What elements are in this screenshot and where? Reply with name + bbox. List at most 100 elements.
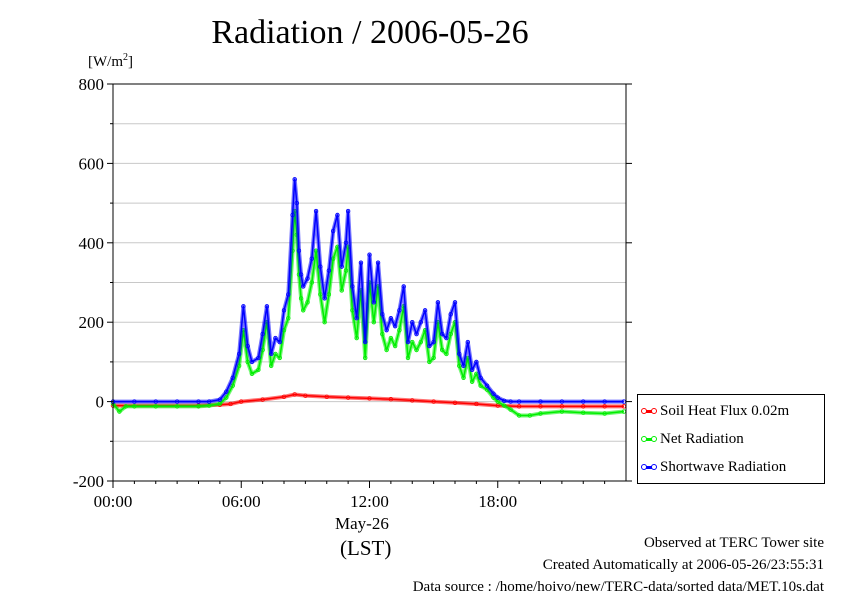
series-2 bbox=[110, 177, 627, 404]
y-tick-label-800: 800 bbox=[79, 75, 105, 94]
series-point-2-3 bbox=[174, 399, 180, 404]
series-point-2-6 bbox=[217, 397, 223, 402]
series-point-0-7 bbox=[292, 392, 297, 397]
series-point-2-33 bbox=[330, 228, 336, 234]
series-point-1-33 bbox=[322, 320, 327, 325]
series-point-2-21 bbox=[290, 212, 295, 218]
series-point-1-70 bbox=[478, 383, 483, 388]
series-point-2-11 bbox=[245, 343, 250, 349]
series-point-2-37 bbox=[345, 208, 351, 214]
legend-item-shortwave-radiation: Shortwave Radiation bbox=[641, 457, 787, 477]
x-tick-label-18: 18:00 bbox=[478, 492, 517, 511]
series-point-0-9 bbox=[324, 394, 329, 400]
legend-swatch-net-radiation bbox=[641, 435, 657, 442]
series-point-1-68 bbox=[469, 379, 475, 384]
series-point-1-54 bbox=[410, 339, 415, 345]
series-point-2-18 bbox=[277, 339, 282, 345]
series-point-2-69 bbox=[484, 383, 490, 388]
y-axis-unit-exponent: 2 bbox=[123, 52, 128, 63]
series-point-2-64 bbox=[461, 363, 466, 369]
y-tick-label-400: 400 bbox=[79, 234, 105, 253]
series-point-1-56 bbox=[418, 339, 423, 345]
series-point-2-28 bbox=[309, 256, 314, 261]
series-point-1-5 bbox=[174, 404, 180, 409]
series-point-1-38 bbox=[343, 268, 349, 273]
chart-title: Radiation / 2006-05-26 bbox=[211, 14, 529, 51]
series-point-0-10 bbox=[345, 395, 351, 400]
series-point-0-20 bbox=[559, 404, 565, 409]
footer-site: Observed at TERC Tower site bbox=[643, 535, 824, 551]
series-point-2-78 bbox=[602, 399, 607, 404]
series-point-2-27 bbox=[305, 276, 310, 281]
series-point-2-35 bbox=[339, 264, 344, 269]
series-point-1-47 bbox=[380, 331, 385, 337]
x-axis-timezone-label: (LST) bbox=[340, 536, 392, 560]
series-point-2-71 bbox=[495, 395, 500, 400]
series-point-2-15 bbox=[264, 304, 270, 309]
series-point-1-77 bbox=[527, 413, 533, 418]
series-point-2-22 bbox=[292, 177, 297, 182]
series-point-2-41 bbox=[363, 339, 368, 345]
series-point-2-73 bbox=[508, 399, 513, 404]
series-point-1-1 bbox=[117, 409, 122, 414]
series-point-2-13 bbox=[256, 355, 261, 361]
series-point-2-16 bbox=[268, 351, 274, 357]
series-point-1-53 bbox=[405, 355, 411, 361]
series-point-2-51 bbox=[405, 339, 411, 345]
series-point-2-70 bbox=[491, 391, 496, 396]
series-point-1-15 bbox=[256, 367, 261, 373]
series-point-1-37 bbox=[339, 288, 344, 293]
series-point-1-43 bbox=[363, 355, 368, 361]
series-point-2-40 bbox=[358, 260, 364, 265]
series-point-2-60 bbox=[444, 335, 449, 341]
series-point-1-66 bbox=[461, 375, 466, 380]
series-point-2-77 bbox=[581, 399, 586, 404]
legend-label-net-radiation: Net Radiation bbox=[660, 430, 744, 447]
series-point-2-38 bbox=[350, 284, 355, 289]
series-point-2-50 bbox=[401, 284, 406, 289]
series-point-2-10 bbox=[241, 304, 246, 309]
series-point-1-55 bbox=[414, 347, 419, 353]
series-point-0-5 bbox=[260, 397, 265, 402]
y-axis: -200 0 200 400 600 800 bbox=[73, 75, 632, 491]
series-point-1-75 bbox=[508, 407, 513, 412]
series-point-1-81 bbox=[602, 411, 607, 416]
legend-item-net-radiation: Net Radiation bbox=[641, 429, 744, 449]
legend-label-shortwave-radiation: Shortwave Radiation bbox=[660, 458, 787, 475]
series-point-2-42 bbox=[367, 252, 372, 257]
series-point-2-1 bbox=[132, 399, 137, 404]
series-point-1-51 bbox=[397, 327, 402, 333]
series-point-2-30 bbox=[318, 264, 323, 269]
series-point-2-57 bbox=[431, 339, 436, 345]
series-point-2-67 bbox=[474, 359, 479, 365]
series-point-1-2 bbox=[123, 404, 129, 409]
series-point-2-32 bbox=[326, 268, 332, 273]
legend: Soil Heat Flux 0.02m Net Radiation Short… bbox=[637, 394, 825, 484]
series-point-2-65 bbox=[465, 339, 471, 345]
series-point-2-43 bbox=[371, 300, 376, 305]
series-layer bbox=[110, 177, 627, 418]
series-point-1-80 bbox=[581, 410, 586, 415]
series-point-1-48 bbox=[384, 347, 389, 353]
series-point-2-36 bbox=[343, 240, 349, 245]
series-point-2-55 bbox=[422, 308, 428, 313]
x-axis-date-label: May-26 bbox=[335, 514, 389, 533]
series-point-2-25 bbox=[298, 272, 304, 277]
series-point-1-62 bbox=[444, 351, 449, 357]
series-point-2-45 bbox=[380, 312, 385, 317]
series-point-0-19 bbox=[538, 404, 543, 409]
series-point-1-6 bbox=[196, 404, 201, 409]
series-point-1-59 bbox=[431, 355, 436, 361]
series-point-0-3 bbox=[228, 401, 233, 407]
series-point-0-12 bbox=[388, 397, 394, 402]
series-point-0-8 bbox=[303, 393, 308, 398]
series-point-1-22 bbox=[286, 316, 291, 321]
series-line-core-2 bbox=[113, 178, 624, 403]
footer-created: Created Automatically at 2006-05-26/23:5… bbox=[542, 557, 824, 573]
series-0 bbox=[110, 392, 627, 409]
x-tick-label-0: 00:00 bbox=[94, 492, 133, 511]
series-point-1-74 bbox=[501, 403, 507, 408]
series-point-2-9 bbox=[236, 351, 242, 357]
series-point-2-53 bbox=[414, 331, 419, 337]
